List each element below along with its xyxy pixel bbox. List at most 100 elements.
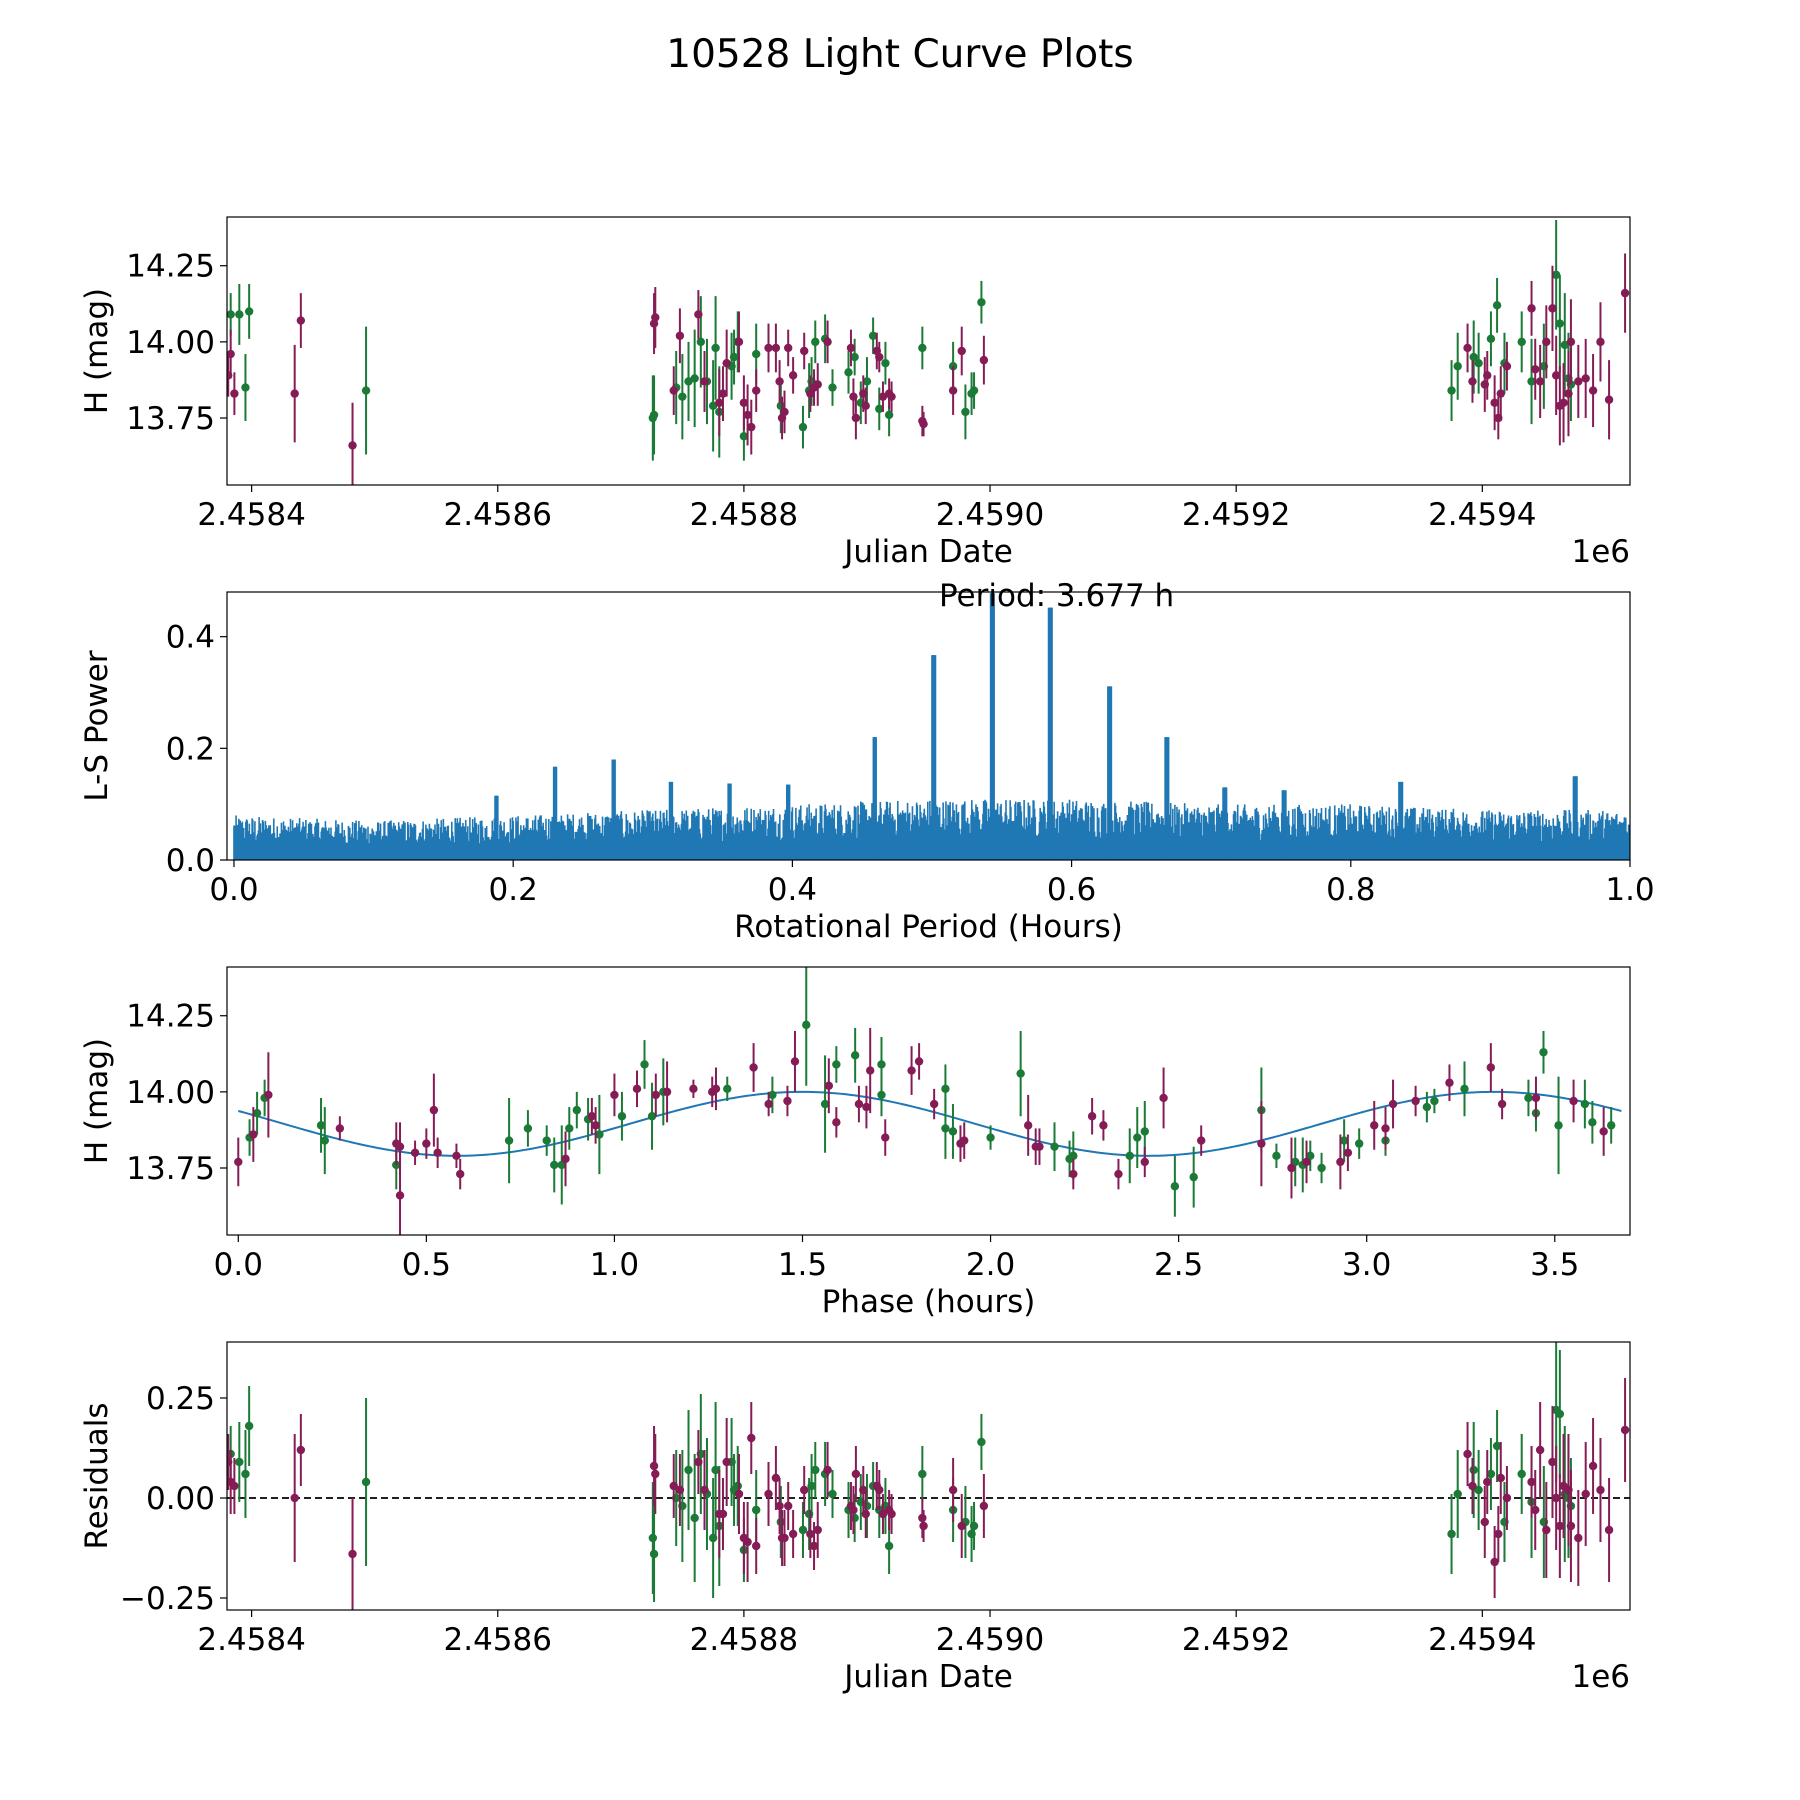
data-point-g bbox=[235, 1457, 244, 1467]
x-tick-label: 2.4592 bbox=[1182, 497, 1290, 533]
data-point-g bbox=[948, 362, 958, 371]
data-point-o bbox=[1564, 389, 1573, 398]
x-axis-label: Phase (hours) bbox=[822, 1284, 1036, 1320]
x-tick-label: 0.0 bbox=[214, 1247, 263, 1283]
data-point-o bbox=[861, 401, 870, 411]
data-point-g bbox=[1306, 1151, 1315, 1161]
data-point-o bbox=[875, 352, 884, 362]
data-point-g bbox=[1069, 1151, 1078, 1161]
data-point-o bbox=[907, 1066, 916, 1075]
data-point-o bbox=[948, 386, 958, 395]
y-axis-label: H (mag) bbox=[79, 1038, 115, 1164]
data-point-g bbox=[1453, 1489, 1462, 1499]
data-point-o bbox=[694, 1457, 703, 1467]
data-point-o bbox=[1604, 1525, 1614, 1535]
data-point-o bbox=[771, 343, 781, 353]
data-point-g bbox=[862, 377, 872, 386]
data-point-g bbox=[977, 298, 986, 307]
data-point-o bbox=[718, 1509, 728, 1519]
data-point-o bbox=[290, 389, 299, 398]
x-tick-label: 0.8 bbox=[1326, 872, 1375, 908]
data-point-o bbox=[1483, 371, 1492, 380]
data-point-g bbox=[1517, 337, 1526, 347]
data-point-g bbox=[884, 410, 894, 420]
data-point-o bbox=[813, 1525, 822, 1535]
data-point-o bbox=[296, 316, 306, 325]
data-point-o bbox=[1566, 1521, 1576, 1531]
data-point-o bbox=[1463, 343, 1472, 353]
data-point-g bbox=[241, 383, 250, 392]
data-point-g bbox=[227, 310, 235, 319]
data-point-g bbox=[1492, 301, 1502, 310]
data-point-g bbox=[1555, 319, 1565, 328]
data-point-g bbox=[542, 1136, 551, 1145]
y-tick-label: 13.75 bbox=[126, 401, 215, 437]
data-point-o bbox=[1551, 371, 1561, 380]
x-tick-label: 2.4590 bbox=[936, 1622, 1044, 1658]
x-tick-label: 2.4592 bbox=[1182, 1622, 1290, 1658]
data-point-g bbox=[1453, 362, 1462, 371]
data-point-o bbox=[1559, 398, 1568, 407]
data-point-o bbox=[929, 1099, 939, 1109]
data-point-g bbox=[1016, 1069, 1025, 1078]
y-tick-label: 0.2 bbox=[166, 731, 215, 767]
data-point-g bbox=[941, 1124, 950, 1133]
data-point-o bbox=[1480, 1517, 1489, 1527]
data-point-g bbox=[1125, 1151, 1134, 1161]
data-point-o bbox=[1490, 398, 1499, 407]
data-point-o bbox=[348, 441, 357, 450]
data-point-o bbox=[1486, 1063, 1496, 1072]
light-curve-panel: 2.4584 2.4586 2.4588 2.4590 2.4592 2.4594 13.7… bbox=[79, 216, 1631, 570]
data-point-g bbox=[798, 1525, 808, 1535]
data-point-o bbox=[788, 371, 798, 380]
data-point-o bbox=[433, 1148, 442, 1157]
x-tick-label: 2.0 bbox=[966, 1247, 1015, 1283]
data-point-g bbox=[1524, 1093, 1533, 1103]
data-point-o bbox=[1531, 365, 1540, 374]
data-point-o bbox=[1099, 1121, 1108, 1130]
y-axis-label: L-S Power bbox=[79, 650, 115, 801]
data-point-o bbox=[739, 398, 749, 407]
data-point-o bbox=[790, 1057, 800, 1066]
data-point-o bbox=[771, 1473, 781, 1483]
data-point-g bbox=[752, 349, 761, 359]
data-point-g bbox=[696, 337, 706, 347]
data-points bbox=[234, 967, 1616, 1235]
data-point-g bbox=[252, 1108, 262, 1118]
data-point-o bbox=[854, 1099, 864, 1109]
data-point-o bbox=[799, 1485, 809, 1495]
data-point-g bbox=[565, 1124, 574, 1133]
data-point-g bbox=[1447, 1529, 1456, 1539]
period-annotation: Period: 3.677 h bbox=[939, 578, 1174, 614]
data-point-o bbox=[591, 1121, 600, 1130]
data-point-g bbox=[768, 1090, 777, 1100]
data-point-o bbox=[1468, 1481, 1477, 1491]
data-point-o bbox=[1502, 362, 1512, 371]
data-point-g bbox=[649, 410, 659, 420]
data-point-o bbox=[429, 1105, 439, 1115]
data-point-o bbox=[1531, 1505, 1540, 1515]
data-point-o bbox=[747, 1433, 756, 1443]
axis-frame bbox=[226, 966, 1631, 1236]
data-point-o bbox=[1069, 1169, 1078, 1179]
data-point-g bbox=[884, 1541, 894, 1551]
data-point-g bbox=[832, 1060, 841, 1069]
phased-curve-panel: 0.0 0.5 1.0 1.5 2.0 2.5 3.0 3.5 13.75 14.00 14.25 P… bbox=[79, 966, 1631, 1320]
data-point-o bbox=[948, 1485, 958, 1495]
data-point-o bbox=[1497, 1099, 1507, 1109]
data-point-o bbox=[718, 389, 728, 398]
data-point-o bbox=[651, 1090, 660, 1100]
data-point-o bbox=[1535, 1445, 1545, 1455]
data-point-o bbox=[1463, 1449, 1472, 1459]
data-point-g bbox=[877, 1060, 886, 1069]
data-point-o bbox=[1531, 1093, 1541, 1103]
data-point-o bbox=[784, 1501, 793, 1511]
data-point-o bbox=[832, 1118, 841, 1127]
data-point-g bbox=[1140, 1127, 1149, 1136]
y-tick-label: 0.4 bbox=[166, 620, 215, 656]
data-point-o bbox=[675, 1485, 685, 1495]
data-point-o bbox=[788, 1529, 798, 1539]
data-point-o bbox=[1257, 1139, 1266, 1148]
data-point-g bbox=[1474, 1485, 1483, 1495]
